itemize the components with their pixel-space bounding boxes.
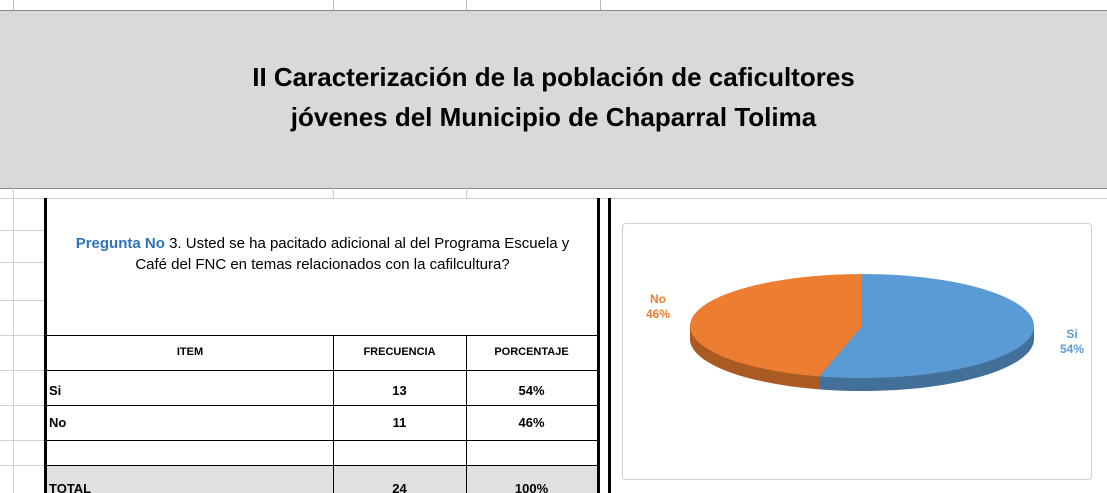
header-band [0,10,1107,189]
pie-value-label: 46% [646,307,670,321]
table-cell: 13 [392,383,407,398]
pie-value-label: 54% [1060,342,1084,356]
table-cell: 54% [518,383,545,398]
table-cell: 11 [392,415,407,430]
question: Pregunta No 3. Usted se ha pacitado adic… [60,233,585,275]
title-line: II Caracterización de la población de ca… [252,62,855,92]
table-cell: 100% [514,481,549,493]
pie-label: No [650,292,666,306]
table-cell: 46% [518,415,545,430]
pie-slice [819,274,1034,378]
table-cell: 24 [392,481,407,493]
pie-slice [689,274,862,377]
table-frame [44,198,600,493]
question-text: 3. Usted se ha pacitado adicional al del… [135,235,570,273]
title-line: jóvenes del Municipio de Chaparral Tolim… [290,102,817,132]
table-cell: Si [49,383,62,398]
table-cell: FRECUENCIA [363,346,436,358]
table-cell: No [49,415,67,430]
chart-frame [622,223,1092,480]
table-cell: PORCENTAJE [494,346,569,358]
pie-label: Si [1066,327,1077,341]
question-label: Pregunta No [75,235,165,252]
table-cell: TOTAL [49,481,92,493]
table-cell: ITEM [176,346,204,358]
